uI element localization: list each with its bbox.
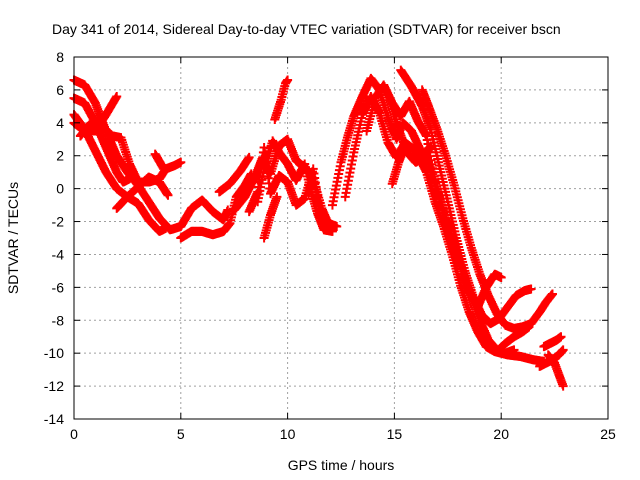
y-tick-label: 0 — [56, 181, 64, 197]
y-tick-label: -14 — [44, 411, 64, 427]
data-point — [163, 190, 173, 200]
data-point — [283, 75, 293, 85]
data-point — [176, 157, 186, 167]
data-series-arc-18 — [396, 65, 536, 329]
y-tick-label: -4 — [52, 246, 65, 262]
data-point — [556, 332, 566, 342]
data-point — [496, 272, 506, 282]
chart-title: Day 341 of 2014, Sidereal Day-to-day VTE… — [52, 21, 561, 37]
data-series-arc-20 — [387, 141, 410, 189]
data-point — [547, 289, 557, 299]
y-tick-label: 2 — [56, 148, 64, 164]
data-point — [161, 223, 171, 233]
data-series-arc-9 — [214, 152, 254, 197]
y-tick-label: 8 — [56, 49, 64, 65]
y-tick-label: -8 — [52, 312, 65, 328]
x-tick-label: 5 — [177, 426, 185, 442]
data-series-arc-25 — [543, 350, 568, 391]
data-point — [558, 381, 568, 391]
x-tick-label: 25 — [600, 426, 616, 442]
y-tick-label: -2 — [52, 214, 65, 230]
y-axis-label: SDTVAR / TECUs — [5, 182, 21, 294]
data-series-arc-6 — [112, 172, 173, 213]
data-point — [125, 174, 135, 184]
x-tick-label: 20 — [493, 426, 509, 442]
x-axis-label: GPS time / hours — [288, 457, 395, 473]
y-tick-label: 4 — [56, 115, 64, 131]
x-tick-label: 15 — [387, 426, 403, 442]
axis-ticks: 0 5 10 15 20 25 -14 -12 -10 -8 -6 -4 -2 0 2 4 6 8 — [44, 49, 616, 442]
data-series-arc-13 — [270, 75, 293, 125]
data-point — [558, 345, 568, 355]
data-point — [244, 152, 254, 162]
y-tick-label: -6 — [52, 279, 65, 295]
x-tick-label: 0 — [70, 426, 78, 442]
data-series-arc-22 — [492, 322, 534, 357]
data-series-arc-12 — [253, 136, 337, 236]
data-point — [426, 141, 436, 151]
data-point — [332, 221, 342, 231]
x-tick-label: 10 — [280, 426, 296, 442]
data-point — [524, 322, 534, 332]
data-series-arc-19 — [385, 96, 436, 167]
data-series-arc-23 — [539, 332, 566, 352]
data-point — [526, 284, 536, 294]
y-tick-label: -12 — [44, 378, 64, 394]
data-series-arc-7 — [150, 149, 169, 174]
data-series-arc-14 — [259, 192, 282, 243]
data-point — [272, 192, 282, 202]
data-point — [400, 141, 410, 151]
data-point — [159, 164, 169, 174]
data-point — [112, 91, 122, 101]
data-layer — [69, 65, 568, 391]
data-point — [327, 226, 337, 236]
y-tick-label: -10 — [44, 345, 64, 361]
y-tick-label: 6 — [56, 82, 64, 98]
plot-frame — [73, 56, 609, 420]
